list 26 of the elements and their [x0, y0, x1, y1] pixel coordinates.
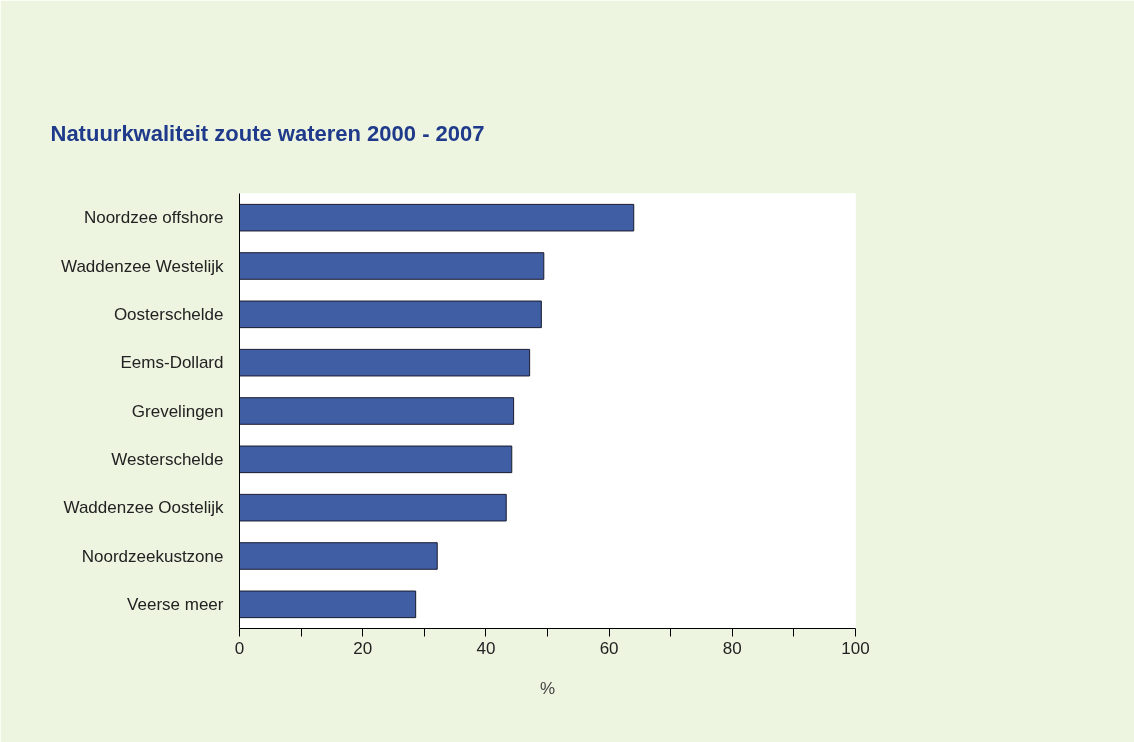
- chart-title: Natuurkwaliteit zoute wateren 2000 - 2007: [50, 121, 485, 146]
- bar: [239, 252, 545, 280]
- bar: [239, 300, 542, 329]
- y-tick-label: Oosterschelde: [113, 304, 224, 324]
- y-tick-label: Westerschelde: [111, 449, 224, 469]
- y-tick-label: Noordzeekustzone: [81, 546, 224, 566]
- y-tick-label: Waddenzee Oostelijk: [63, 498, 224, 518]
- bar: [239, 203, 635, 232]
- bar: [239, 542, 438, 570]
- bar: [239, 348, 531, 377]
- y-tick-label: Waddenzee Westelijk: [60, 256, 224, 276]
- y-tick-label: Eems-Dollard: [120, 353, 224, 373]
- x-tick-label: 80: [722, 638, 742, 658]
- x-tick-label: 100: [841, 638, 870, 658]
- x-axis-title: %: [539, 678, 556, 698]
- x-tick-label: 40: [476, 638, 496, 658]
- y-tick-label: Veerse meer: [127, 594, 224, 614]
- y-tick-label: Grevelingen: [131, 401, 224, 421]
- bar: [239, 397, 515, 425]
- x-tick-label: 60: [599, 638, 619, 658]
- bar: [239, 590, 417, 619]
- x-tick-label: 20: [353, 638, 373, 658]
- bar: [239, 445, 513, 474]
- bar: [239, 493, 507, 522]
- x-tick-label: 0: [234, 638, 245, 658]
- y-tick-label: Noordzee offshore: [83, 208, 224, 228]
